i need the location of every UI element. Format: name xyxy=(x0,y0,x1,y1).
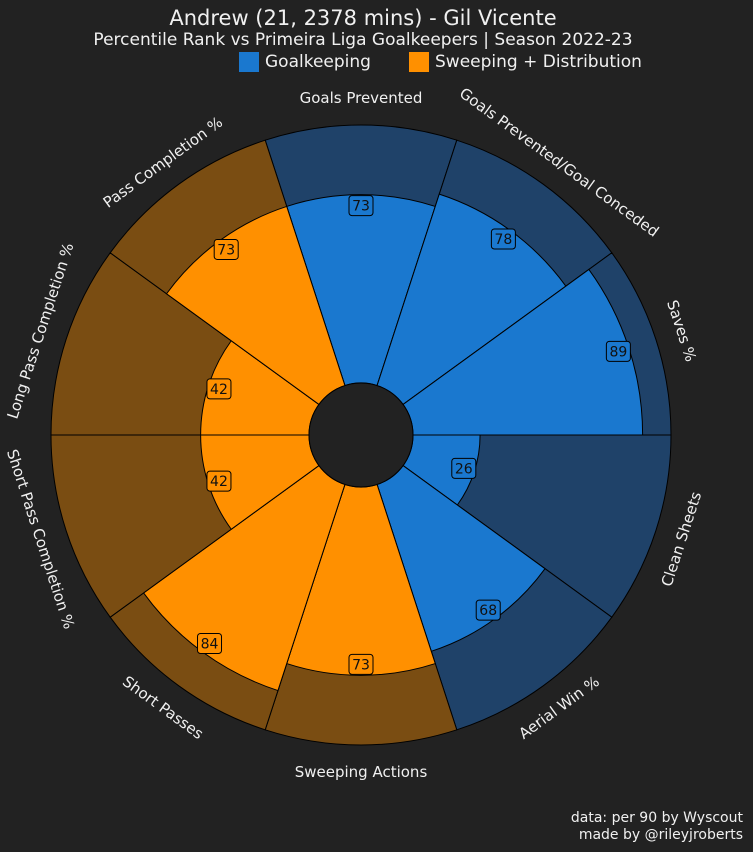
value-label-goals-prevented-goal-conceded: 78 xyxy=(490,228,516,250)
credit-author: made by @rileyjroberts xyxy=(578,827,743,843)
legend-swatch-sweeping xyxy=(409,52,429,72)
center-hub xyxy=(308,382,414,488)
value-label-saves: 89 xyxy=(605,340,631,362)
svg-text:84: 84 xyxy=(201,636,219,652)
svg-text:73: 73 xyxy=(217,242,235,258)
legend-label-goalkeeping: Goalkeeping xyxy=(265,52,371,72)
value-label-pass-completion: 73 xyxy=(213,238,239,260)
value-label-clean-sheets: 26 xyxy=(451,457,477,479)
param-label-saves: Saves % xyxy=(663,298,700,364)
value-label-short-passes: 84 xyxy=(197,632,223,654)
value-label-short-pass-completion: 42 xyxy=(206,470,232,492)
chart-subtitle: Percentile Rank vs Primeira Liga Goalkee… xyxy=(93,30,633,50)
svg-text:73: 73 xyxy=(352,199,370,215)
legend-item-goalkeeping: Goalkeeping xyxy=(239,51,371,73)
svg-text:73: 73 xyxy=(352,657,370,673)
param-label-clean-sheets: Clean Sheets xyxy=(658,489,706,588)
credit-data-source: data: per 90 by Wyscout xyxy=(570,810,743,826)
svg-text:42: 42 xyxy=(210,474,228,490)
svg-text:26: 26 xyxy=(455,461,473,477)
svg-text:89: 89 xyxy=(609,344,627,360)
svg-text:78: 78 xyxy=(494,232,512,248)
legend-item-sweeping: Sweeping + Distribution xyxy=(409,51,642,73)
legend-label-sweeping: Sweeping + Distribution xyxy=(435,52,642,72)
value-label-sweeping-actions: 73 xyxy=(348,653,374,675)
value-label-aerial-win: 68 xyxy=(475,599,501,621)
chart-title: Andrew (21, 2378 mins) - Gil Vicente xyxy=(169,6,557,30)
svg-text:68: 68 xyxy=(479,603,497,619)
svg-text:42: 42 xyxy=(210,382,228,398)
value-label-long-pass-completion: 42 xyxy=(206,378,232,400)
legend-swatch-goalkeeping xyxy=(239,52,259,72)
param-label-sweeping-actions: Sweeping Actions xyxy=(295,763,428,781)
param-label-goals-prevented: Goals Prevented xyxy=(300,89,423,107)
value-label-goals-prevented: 73 xyxy=(348,195,374,217)
